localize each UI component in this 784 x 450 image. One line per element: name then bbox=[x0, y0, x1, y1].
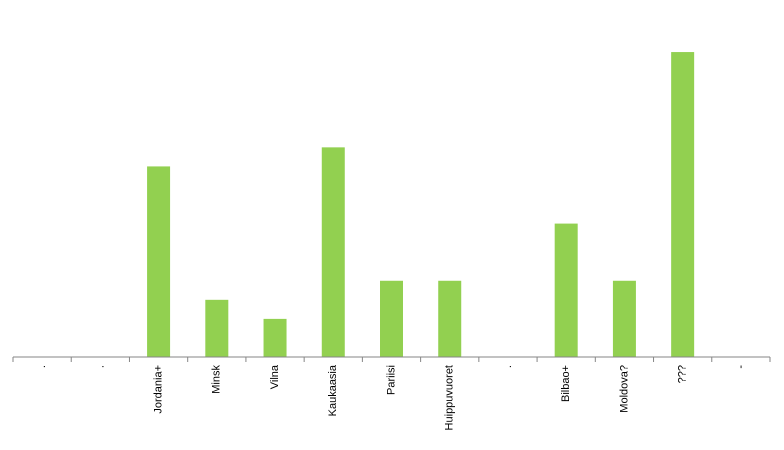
x-tick-label: Huippuvuoret bbox=[444, 365, 456, 430]
x-tick-label: Minsk bbox=[211, 365, 223, 394]
x-tick-label: . bbox=[36, 365, 48, 368]
bar bbox=[147, 166, 171, 357]
x-tick-label: . bbox=[502, 365, 514, 368]
bar bbox=[438, 280, 462, 357]
bar bbox=[205, 299, 229, 357]
x-tick-label: Moldova? bbox=[618, 365, 630, 413]
x-tick-label: - bbox=[735, 365, 747, 369]
bar bbox=[612, 280, 636, 357]
x-tick-label: . bbox=[94, 365, 106, 368]
bar bbox=[321, 147, 345, 357]
x-tick-label: Vilna bbox=[269, 364, 281, 389]
x-tick-label: Pariisi bbox=[385, 365, 397, 395]
bar bbox=[671, 52, 695, 357]
x-tick-label: Jordania+ bbox=[152, 365, 164, 414]
x-tick-label: Kaukaasia bbox=[327, 364, 339, 416]
bar bbox=[554, 223, 578, 357]
x-tick-label: Bilbao+ bbox=[560, 365, 572, 402]
x-tick-label: ??? bbox=[677, 365, 689, 383]
bar bbox=[380, 280, 403, 357]
bar bbox=[263, 318, 287, 357]
